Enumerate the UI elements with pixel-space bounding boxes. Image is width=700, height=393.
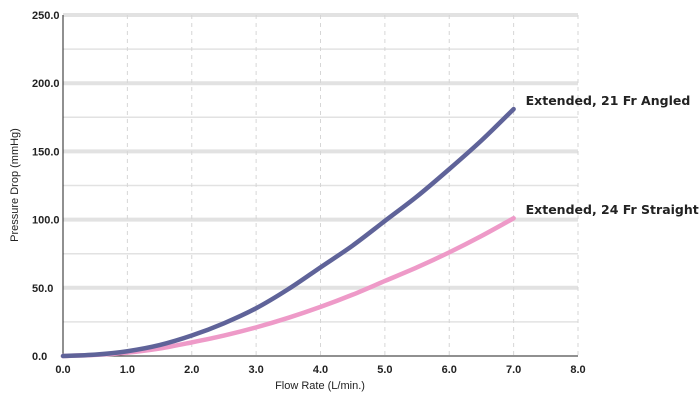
x-tick-label: 2.0 bbox=[184, 364, 199, 376]
series-label-1: Extended, 24 Fr Straight bbox=[526, 202, 699, 217]
series-lines bbox=[60, 106, 516, 359]
y-tick-label: 150.0 bbox=[32, 146, 60, 158]
grid bbox=[63, 13, 579, 356]
axes bbox=[62, 15, 578, 357]
x-tick-label: 8.0 bbox=[570, 364, 585, 376]
series-line-0 bbox=[60, 106, 516, 359]
series-labels: Extended, 24 Fr Straight Extended, 21 Fr … bbox=[526, 93, 699, 217]
y-axis-title: Pressure Drop (mmHg) bbox=[9, 128, 21, 242]
y-tick-label: 0.0 bbox=[32, 351, 47, 363]
x-tick-label: 0.0 bbox=[55, 364, 70, 376]
x-tick-label: 1.0 bbox=[120, 364, 135, 376]
y-tick-label: 200.0 bbox=[32, 78, 60, 90]
x-tick-labels: 0.0 1.0 2.0 3.0 4.0 5.0 6.0 7.0 8.0 bbox=[55, 364, 585, 376]
y-tick-label: 250.0 bbox=[32, 10, 60, 22]
y-tick-label: 50.0 bbox=[32, 283, 53, 295]
series-label-0: Extended, 21 Fr Angled bbox=[526, 93, 691, 108]
x-tick-label: 3.0 bbox=[248, 364, 263, 376]
x-tick-label: 6.0 bbox=[442, 364, 457, 376]
x-tick-label: 7.0 bbox=[506, 364, 521, 376]
y-tick-label: 100.0 bbox=[32, 215, 60, 227]
x-tick-label: 5.0 bbox=[377, 364, 392, 376]
y-tick-labels: 0.0 50.0 100.0 150.0 200.0 250.0 bbox=[32, 10, 60, 363]
x-axis-title: Flow Rate (L/min.) bbox=[275, 380, 365, 392]
x-tick-label: 4.0 bbox=[313, 364, 328, 376]
